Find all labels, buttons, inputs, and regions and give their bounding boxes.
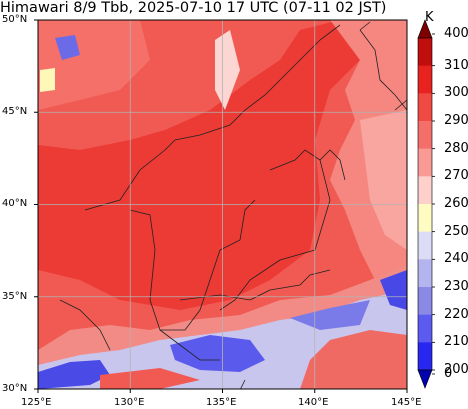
colorbar-segment [418,93,432,122]
colorbar-segment [418,259,432,288]
colorbar-tick-label: 250 [444,223,468,239]
colorbar-tick-label: 310 [444,57,468,73]
colorbar-segment [418,121,432,150]
satellite-field [38,20,407,389]
cloud-speck-nw [55,35,80,60]
lon-label-125: 125°E [21,397,52,408]
colorbar-tick-label: 270 [444,168,468,184]
lat-label-30: 30°N [2,383,28,394]
colorbar-segment [418,204,432,233]
lat-label-45: 45°N [2,106,28,117]
lon-label-135: 135°E [206,397,237,408]
colorbar-segment [418,148,432,177]
colorbar-segment [418,287,432,316]
warm-gap-south [100,368,200,389]
cold-cloud-center [170,335,265,372]
colorbar-segment [418,65,432,94]
map-title: Himawari 8/9 Tbb, 2025-07-10 17 UTC (07-… [0,0,387,16]
colorbar-segment [418,231,432,260]
colorbar-extend-bottom [417,369,433,389]
colorbar-tick-label: 230 [444,279,468,294]
cloud-speck-yellow [40,68,55,92]
cold-cloud-east [290,300,370,330]
cloud-streak-north [215,30,240,110]
colorbar-unit: K [425,10,434,25]
lon-label-140: 140°E [298,397,329,408]
colorbar-segment [418,38,432,67]
colorbar-tick-label: 300 [444,85,468,101]
colorbar-tick-label: 200 [444,362,468,377]
colorbar-tick-label: 0 [444,366,453,381]
colorbar-tick-label: 290 [444,113,468,128]
colorbar-tick-label: 280 [444,140,468,156]
cold-cloud-far-east [380,270,407,310]
axis-ticks [34,19,408,393]
coastlines [59,21,407,389]
lat-label-40: 40°N [2,198,28,209]
colorbar-tick-label: 220 [444,306,468,322]
lon-label-145: 145°E [391,397,422,408]
cool-patch-east [360,110,407,250]
warm-land-region [38,20,360,310]
colorbar-tick-label: 240 [444,251,468,267]
colorbar-segment [418,314,432,343]
graticule [38,20,407,389]
colorbar-segment [418,342,432,371]
lon-label-130: 130°E [114,397,145,408]
cold-cloud-west [38,360,110,389]
lat-label-50: 50°N [2,14,28,25]
colorbar-tick-label: 210 [444,334,468,350]
colorbar-segment [418,176,432,205]
lat-label-35: 35°N [2,291,28,302]
warm-gap-southeast [300,330,407,389]
colorbar-tick-label: 400 [444,26,468,41]
colorbar [417,19,435,389]
colorbar-tick-label: 260 [444,196,468,211]
